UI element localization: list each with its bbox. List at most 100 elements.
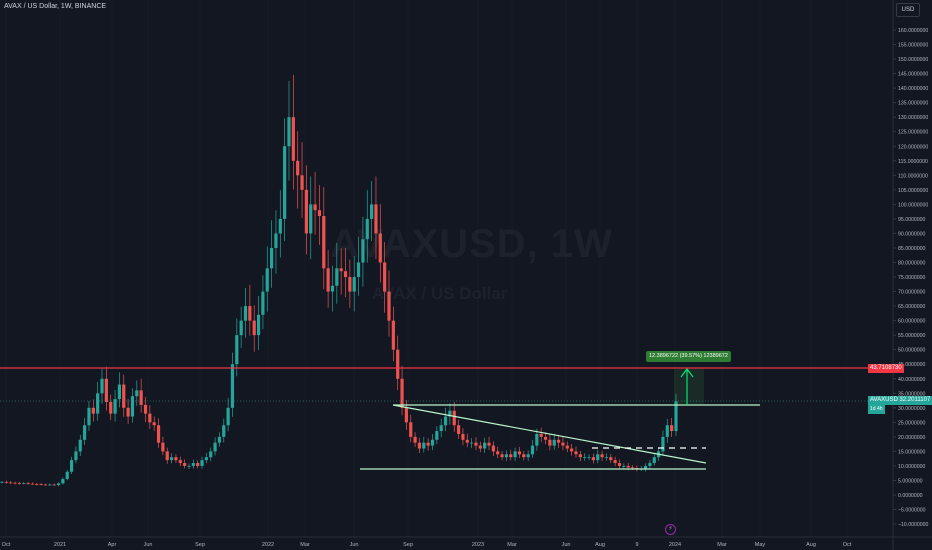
candle[interactable]: [400, 378, 404, 408]
candle[interactable]: [561, 442, 565, 446]
candle[interactable]: [461, 433, 465, 440]
candle[interactable]: [83, 425, 87, 440]
candle[interactable]: [213, 442, 217, 452]
candle[interactable]: [335, 268, 339, 286]
candle[interactable]: [322, 216, 326, 269]
candle[interactable]: [122, 384, 126, 408]
candle[interactable]: [317, 210, 322, 216]
candle[interactable]: [361, 239, 365, 263]
candle[interactable]: [409, 422, 413, 437]
candle[interactable]: [565, 445, 569, 449]
candlestick-series[interactable]: [0, 74, 678, 487]
candle[interactable]: [422, 442, 426, 449]
candle[interactable]: [91, 407, 95, 414]
candle[interactable]: [22, 483, 26, 484]
candle[interactable]: [648, 463, 652, 466]
candle[interactable]: [39, 484, 43, 486]
candle[interactable]: [435, 431, 439, 440]
candle[interactable]: [165, 451, 169, 461]
currency-button[interactable]: USD: [896, 3, 920, 17]
price-axis-background[interactable]: [893, 0, 932, 537]
candle[interactable]: [587, 457, 591, 459]
candle[interactable]: [109, 402, 113, 414]
candle[interactable]: [439, 425, 443, 432]
candle[interactable]: [535, 433, 539, 446]
candle[interactable]: [204, 457, 208, 461]
candle[interactable]: [539, 433, 543, 437]
candle[interactable]: [74, 451, 78, 461]
candle[interactable]: [235, 335, 239, 365]
candle[interactable]: [78, 439, 82, 452]
candle[interactable]: [509, 454, 513, 458]
candle[interactable]: [287, 117, 291, 147]
candle[interactable]: [652, 457, 656, 464]
candle[interactable]: [13, 482, 17, 484]
trend-drawings[interactable]: [360, 368, 760, 470]
candle[interactable]: [309, 204, 313, 234]
candle[interactable]: [526, 454, 530, 458]
candle[interactable]: [426, 442, 430, 446]
candle[interactable]: [330, 285, 335, 292]
candle[interactable]: [26, 483, 30, 484]
candle[interactable]: [113, 399, 117, 414]
candle[interactable]: [504, 454, 509, 458]
lightning-icon[interactable]: ⚡: [665, 524, 676, 535]
candle[interactable]: [661, 436, 665, 452]
candle[interactable]: [630, 467, 635, 469]
price-axis[interactable]: 160.0000000 155.0000000 150.0000000 145.000…: [893, 28, 929, 528]
candle[interactable]: [256, 314, 261, 336]
candle[interactable]: [61, 479, 65, 484]
candle[interactable]: [243, 306, 248, 321]
candle[interactable]: [530, 445, 535, 455]
candle[interactable]: [17, 483, 21, 484]
candle[interactable]: [596, 454, 600, 461]
candle[interactable]: [96, 393, 100, 414]
candle[interactable]: [456, 425, 461, 434]
candle[interactable]: [487, 442, 491, 446]
candle[interactable]: [239, 320, 243, 336]
candle[interactable]: [674, 401, 678, 432]
candle[interactable]: [583, 457, 587, 459]
candle[interactable]: [570, 448, 574, 452]
candle[interactable]: [0, 481, 4, 483]
candle[interactable]: [30, 483, 35, 485]
candle[interactable]: [465, 439, 469, 443]
candle[interactable]: [209, 451, 213, 458]
candle[interactable]: [230, 364, 235, 408]
candle[interactable]: [396, 349, 400, 379]
candle[interactable]: [196, 463, 200, 466]
candle[interactable]: [600, 454, 604, 458]
candle[interactable]: [665, 425, 669, 437]
candle[interactable]: [56, 483, 61, 486]
candle[interactable]: [226, 407, 230, 426]
candle[interactable]: [300, 175, 304, 190]
candle[interactable]: [100, 378, 104, 394]
time-axis[interactable]: Oct 2021 Apr Jun Sep 2022 Mar Jun Sep 2023 Mar Jun A…: [2, 542, 852, 548]
candle[interactable]: [248, 306, 252, 321]
candle[interactable]: [443, 416, 448, 426]
candle[interactable]: [117, 384, 122, 400]
candle[interactable]: [178, 460, 182, 464]
candle[interactable]: [65, 471, 69, 480]
candle[interactable]: [69, 460, 74, 472]
candle[interactable]: [191, 463, 195, 466]
candle[interactable]: [500, 454, 504, 458]
candle[interactable]: [35, 483, 39, 485]
candle[interactable]: [622, 465, 626, 467]
candle[interactable]: [87, 407, 91, 426]
candle[interactable]: [417, 442, 422, 449]
candle[interactable]: [161, 442, 165, 452]
candle[interactable]: [404, 407, 408, 423]
candle[interactable]: [156, 425, 161, 443]
candle[interactable]: [378, 233, 382, 263]
candle[interactable]: [265, 268, 269, 292]
candle[interactable]: [496, 451, 500, 455]
candle[interactable]: [574, 451, 578, 455]
candle[interactable]: [513, 451, 517, 458]
candle[interactable]: [304, 189, 308, 234]
candle[interactable]: [543, 436, 548, 440]
candle[interactable]: [356, 262, 361, 278]
candle[interactable]: [222, 425, 226, 437]
candle[interactable]: [370, 204, 374, 219]
